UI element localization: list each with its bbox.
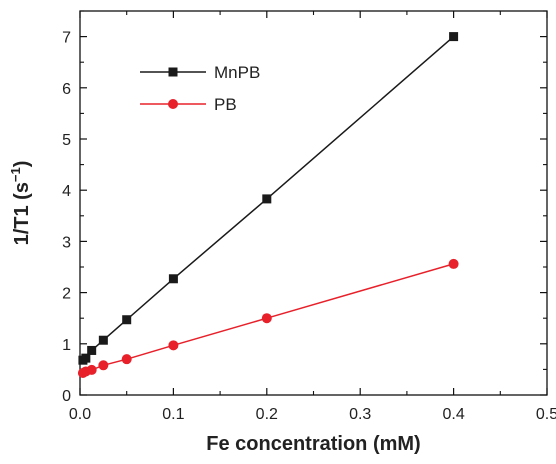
x-tick-label: 0.1 [162,406,184,423]
data-point [261,313,272,324]
y-tick-label: 3 [62,234,71,251]
y-tick-label: 0 [62,388,71,405]
y-tick-label: 2 [62,286,71,303]
series-pb [77,258,459,378]
data-point [449,32,459,42]
y-axis-title-main: 1/T1 (s [11,182,33,245]
series-layer [77,32,459,378]
data-point [168,67,178,77]
data-point [448,258,459,269]
y-axis-title: 1/T1 (s−1) [8,161,33,246]
y-tick-label: 4 [62,183,71,200]
legend-label: MnPB [214,63,260,82]
legend-label: PB [214,95,237,114]
y-tick-label: 6 [62,81,71,98]
legend-item-mnpb: MnPB [140,63,260,82]
data-point [121,354,132,365]
data-point [87,345,97,355]
y-axis-title-close: ) [11,161,33,168]
data-point [168,274,178,284]
y-axis-title-superscript: −1 [8,167,23,182]
y-tick-label: 1 [62,337,71,354]
x-tick-label: 0.3 [349,406,371,423]
data-point [98,360,109,371]
axis-ticks: 0.0 0.1 0.2 0.3 0.4 0.5 0 1 2 3 4 5 6 7 [62,10,556,423]
plot-frame [79,10,548,396]
data-point [262,194,272,204]
data-point [122,315,132,325]
x-tick-label: 0.5 [536,406,556,423]
data-point [86,364,97,375]
data-point [168,99,178,109]
y-tick-label: 5 [62,132,71,149]
y-tick-label: 7 [62,30,71,47]
data-point [168,340,179,351]
x-tick-label: 0.0 [69,406,91,423]
data-point [81,353,91,363]
x-tick-label: 0.4 [442,406,464,423]
x-tick-label: 0.2 [256,406,278,423]
x-axis-title: Fe concentration (mM) [206,433,420,455]
series-mnpb [78,32,459,365]
data-point [98,335,108,345]
legend-item-pb: PB [140,95,237,114]
legend: MnPB PB [140,63,260,114]
